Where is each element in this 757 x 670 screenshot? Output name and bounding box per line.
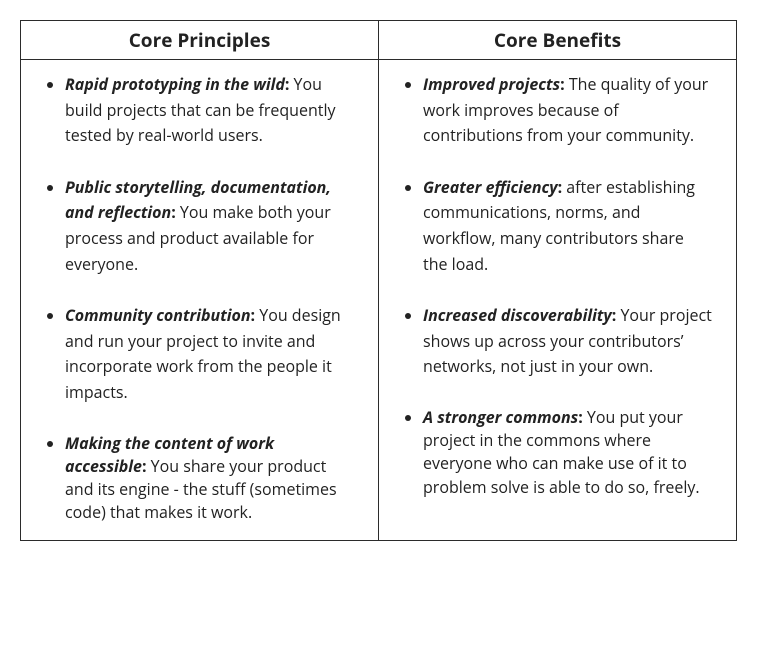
- cell-core-benefits: Improved projects: The quality of your w…: [379, 60, 737, 541]
- item-lead: Community contribution: [65, 304, 251, 326]
- header-core-benefits: Core Benefits: [379, 21, 737, 60]
- principles-benefits-table: Core Principles Core Benefits Rapid prot…: [20, 20, 737, 541]
- item-lead: Greater efficiency: [423, 176, 558, 198]
- list-item: Making the content of work accessible: Y…: [65, 432, 354, 525]
- item-lead: A stronger commons: [423, 406, 578, 428]
- item-colon: :: [560, 73, 565, 95]
- list-item: Public storytelling, documentation, and …: [65, 175, 354, 277]
- item-colon: :: [558, 176, 563, 198]
- item-colon: :: [171, 201, 176, 223]
- item-colon: :: [578, 406, 583, 428]
- item-colon: :: [251, 304, 256, 326]
- list-item: Improved projects: The quality of your w…: [423, 72, 712, 149]
- item-lead: Improved projects: [423, 73, 560, 95]
- item-lead: Increased discoverability: [423, 304, 612, 326]
- item-lead: Rapid prototyping in the wild: [65, 73, 285, 95]
- list-item: Increased discoverability: Your project …: [423, 303, 712, 380]
- item-colon: :: [285, 73, 290, 95]
- table-header-row: Core Principles Core Benefits: [21, 21, 737, 60]
- list-item: A stronger commons: You put your project…: [423, 406, 712, 499]
- list-item: Rapid prototyping in the wild: You build…: [65, 72, 354, 149]
- list-item: Community contribution: You design and r…: [65, 303, 354, 405]
- header-core-principles: Core Principles: [21, 21, 379, 60]
- benefits-list: Improved projects: The quality of your w…: [397, 72, 712, 499]
- cell-core-principles: Rapid prototyping in the wild: You build…: [21, 60, 379, 541]
- item-colon: :: [612, 304, 617, 326]
- principles-list: Rapid prototyping in the wild: You build…: [39, 72, 354, 524]
- item-colon: :: [142, 455, 147, 477]
- table-body-row: Rapid prototyping in the wild: You build…: [21, 60, 737, 541]
- list-item: Greater efficiency: after establishing c…: [423, 175, 712, 277]
